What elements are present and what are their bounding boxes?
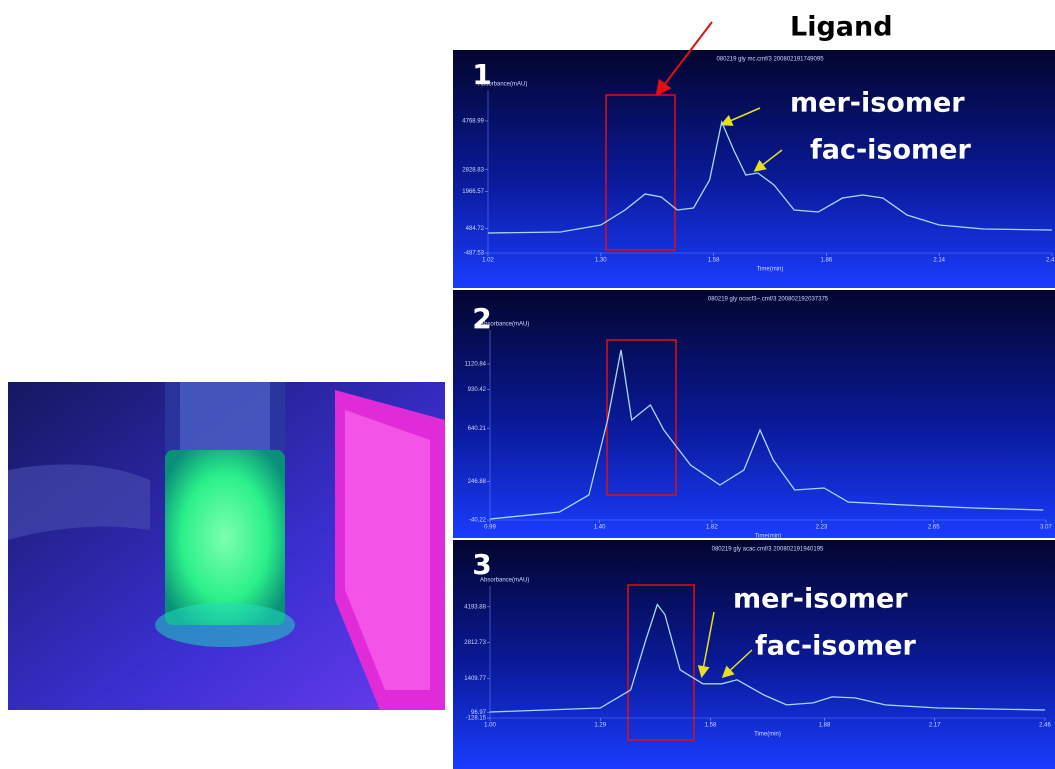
x-tick-label: 1.86 xyxy=(821,258,833,264)
data-line xyxy=(487,119,1053,234)
x-tick-label: 1.02 xyxy=(482,258,494,264)
x-tick-label: 1.29 xyxy=(594,723,606,729)
y-tick-label: 2828.83 xyxy=(462,167,484,173)
y-tick-label: 4768.99 xyxy=(462,119,484,125)
highlight-box xyxy=(605,94,676,251)
x-tick-label: 2.14 xyxy=(933,258,945,264)
y-tick-label: -128.15 xyxy=(466,716,487,722)
data-line xyxy=(489,603,1046,713)
y-tick-label: 2812.73 xyxy=(464,640,486,646)
annotation: mer-isomer xyxy=(733,584,908,615)
y-tick-label: 1120.84 xyxy=(465,362,487,368)
y-tick-label: 930.42 xyxy=(468,387,487,393)
y-axis-label: Absorbance(mAU) xyxy=(480,578,529,584)
panel-number: 1 xyxy=(472,58,491,91)
arrow xyxy=(697,611,715,678)
x-tick-label: 2.23 xyxy=(816,525,828,531)
y-tick-label: 246.88 xyxy=(468,479,487,485)
y-tick-label: 96.97 xyxy=(471,710,487,716)
x-tick-label: 1.00 xyxy=(484,723,496,729)
x-tick-label: 2.17 xyxy=(929,723,941,729)
y-tick-label: -40.22 xyxy=(469,518,487,524)
x-tick-label: 1.40 xyxy=(594,525,606,531)
x-tick-label: 1.30 xyxy=(595,258,607,264)
panel-number: 3 xyxy=(472,548,491,581)
y-tick-label: 484.72 xyxy=(466,226,485,232)
x-tick-label: 2.46 xyxy=(1039,723,1051,729)
photo xyxy=(8,382,445,710)
panel xyxy=(453,290,1055,538)
x-tick-label: 0.99 xyxy=(484,525,496,531)
annotation: fac-isomer xyxy=(755,631,916,662)
x-axis-label: Time(min) xyxy=(755,534,782,540)
y-tick-label: 1409.77 xyxy=(464,676,486,682)
x-tick-label: 1.58 xyxy=(705,723,717,729)
chart-title: 080219 gly mc.cmf/3 200802191749095 xyxy=(716,57,824,63)
x-axis-label: Time(min) xyxy=(754,732,781,738)
y-axis-label: Absorbance(mAU) xyxy=(478,82,527,88)
panel-number: 2 xyxy=(472,302,491,335)
x-tick-label: 1.82 xyxy=(706,525,718,531)
x-tick-label: 2.65 xyxy=(928,525,940,531)
y-tick-label: 640.21 xyxy=(468,426,487,432)
panel xyxy=(453,540,1055,769)
x-axis-label: Time(min) xyxy=(757,267,784,273)
y-tick-label: -487.53 xyxy=(464,251,485,257)
annotation: mer-isomer xyxy=(790,88,965,119)
annotation: fac-isomer xyxy=(810,135,971,166)
chart-title: 080219 gly ococf3~.cmf/3 200802192037375 xyxy=(708,297,829,303)
x-tick-label: 3.07 xyxy=(1040,525,1052,531)
x-tick-label: 1.58 xyxy=(708,258,720,264)
panel xyxy=(453,50,1055,288)
y-tick-label: 4193.88 xyxy=(464,604,486,610)
chart-title: 080219 gly acac.cmf/3 200802191940195 xyxy=(712,547,824,553)
y-tick-label: 1966.57 xyxy=(462,189,484,195)
y-axis-label: Absorbance(mAU) xyxy=(480,322,529,328)
arrow xyxy=(721,649,753,679)
highlight-box xyxy=(606,339,677,496)
x-tick-label: 2.42 xyxy=(1046,258,1055,264)
arrow xyxy=(753,149,783,172)
highlight-box xyxy=(627,584,695,741)
data-line xyxy=(489,349,1044,520)
arrow xyxy=(720,107,761,126)
arrow xyxy=(655,21,713,97)
annotation: Ligand xyxy=(790,12,893,43)
x-tick-label: 1.88 xyxy=(819,723,831,729)
